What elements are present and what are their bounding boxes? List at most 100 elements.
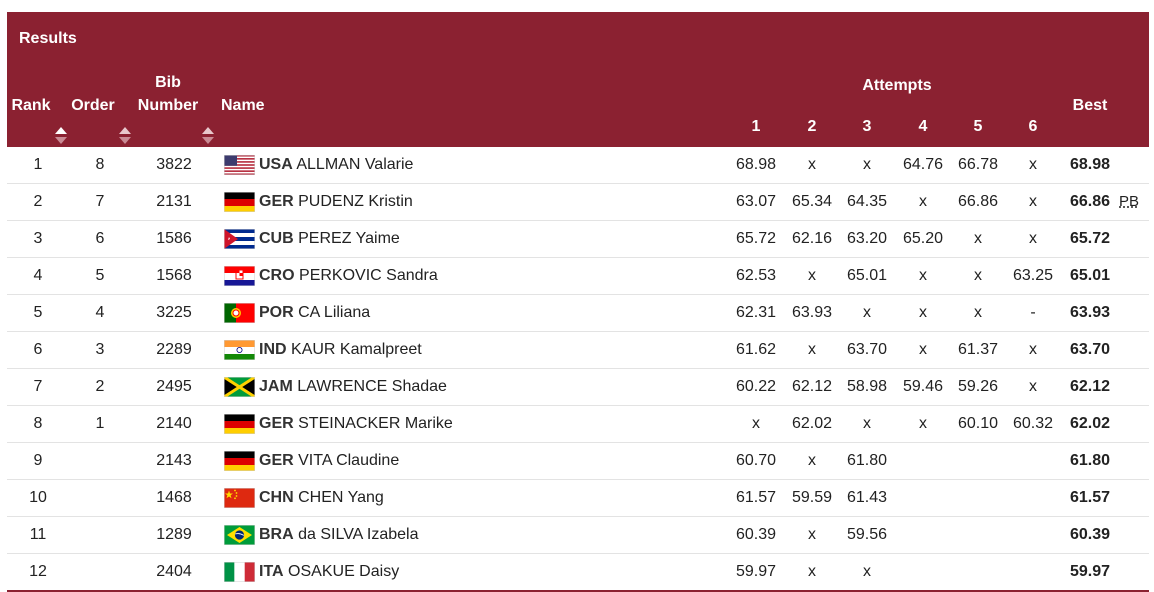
best-mark-cell: 65.01 [1069,267,1111,284]
chn-flag-icon [224,488,255,508]
best-mark-cell: 65.72 [1069,230,1111,247]
athlete-name[interactable]: IND KAUR Kamalpreet [259,332,422,368]
table-row[interactable]: 12 2404 ITA OSAKUE Daisy 59.97 x x 59.97 [7,554,1149,592]
table-row[interactable]: 2 7 2131 GER PUDENZ Kristin 63.07 65.34 64.35 x… [7,184,1149,221]
table-row[interactable]: 10 1468 CHN CHEN Yang 61.57 59.59 61.43 61.57 [7,480,1149,517]
athlete-name[interactable]: GER PUDENZ Kristin [259,184,413,220]
attempt-1-cell: 60.39 [735,526,777,543]
rank-column-header[interactable]: Rank [11,97,51,114]
attempt-2-cell: x [808,341,816,358]
rank-cell: 12 [29,563,47,580]
bib-sort-icon[interactable] [202,127,214,145]
athlete-name[interactable]: GER STEINACKER Marike [259,406,453,442]
bib-column-header-line1[interactable]: Bib [155,74,181,91]
attempt-6-cell [1008,443,1058,479]
attempt-4-cell: 64.76 [902,156,944,173]
table-row[interactable]: 7 2 2495 JAM LAWRENCE Shadae 60.22 62.12 58.98… [7,369,1149,406]
attempt-1-cell: 61.57 [735,489,777,506]
attempt-2-cell: x [808,267,816,284]
attempt-2-cell: x [808,452,816,469]
attempt-1-cell: 68.98 [735,156,777,173]
attempt-6-cell: 60.32 [1012,415,1054,432]
order-cell: 6 [95,230,105,247]
attempt-4-cell: x [919,341,927,358]
attempt-3-cell: 59.56 [846,526,888,543]
athlete-name[interactable]: GER VITA Claudine [259,443,399,479]
order-cell: 2 [95,378,105,395]
rank-cell: 10 [29,489,47,506]
attempt-5-cell [953,517,1003,553]
athlete-name-text: PERKOVIC Sandra [299,267,438,284]
attempt-2-cell: 59.59 [791,489,833,506]
attempt-6-cell: x [1029,193,1037,210]
bib-number-cell: 2140 [156,415,192,432]
bib-number-cell: 3225 [156,304,192,321]
athlete-name[interactable]: CUB PEREZ Yaime [259,221,400,257]
attempt-2-cell: 62.16 [791,230,833,247]
athlete-name[interactable]: POR CA Liliana [259,295,370,331]
table-row[interactable]: 6 3 2289 IND KAUR Kamalpreet 61.62 x 63.70 x 61.… [7,332,1149,369]
table-row[interactable]: 5 4 3225 POR CA Liliana 62.31 63.93 x x x - 63.93 [7,295,1149,332]
rank-cell: 8 [33,415,43,432]
athlete-name-text: STEINACKER Marike [298,415,453,432]
table-row[interactable]: 4 5 1568 CRO PERKOVIC Sandra 62.53 x 65.01 x x 63… [7,258,1149,295]
order-cell: 7 [95,193,105,210]
athlete-name[interactable]: CRO PERKOVIC Sandra [259,258,438,294]
ind-flag-icon [224,340,255,360]
cub-flag-icon [224,229,255,249]
attempt-1-cell: 61.62 [735,341,777,358]
best-mark-cell: 59.97 [1069,563,1111,580]
order-column-header[interactable]: Order [71,97,115,114]
athlete-name[interactable]: JAM LAWRENCE Shadae [259,369,447,405]
order-cell: 4 [95,304,105,321]
attempt-1-cell: x [752,415,760,432]
rank-sort-icon[interactable] [55,127,67,145]
country-code: POR [259,304,294,321]
results-header: Results Rank Order Bib Number Name Attem… [7,12,1149,147]
bib-column-header-line2[interactable]: Number [137,97,199,114]
table-row[interactable]: 1 8 3822 USA ALLMAN Valarie 68.98 x x 64.76 66.7… [7,147,1149,184]
attempt-3-cell: 65.01 [846,267,888,284]
attempt-4-cell [898,517,948,553]
attempt-6-cell: 63.25 [1012,267,1054,284]
results-title: Results [19,30,77,47]
athlete-name-text: da SILVA Izabela [298,526,419,543]
country-code: JAM [259,378,293,395]
table-row[interactable]: 11 1289 BRA da SILVA Izabela 60.39 x 59.56 60.… [7,517,1149,554]
athlete-name[interactable]: BRA da SILVA Izabela [259,517,419,553]
country-code: USA [259,156,293,173]
country-code: CRO [259,267,295,284]
attempt-1-cell: 65.72 [735,230,777,247]
attempt-2-column-header: 2 [807,118,817,135]
attempt-5-cell: 59.26 [957,378,999,395]
country-code: BRA [259,526,294,543]
best-mark-cell: 61.57 [1069,489,1111,506]
athlete-name-text: ALLMAN Valarie [296,156,414,173]
por-flag-icon [224,303,255,323]
rank-cell: 3 [33,230,43,247]
attempt-3-cell: x [863,156,871,173]
athlete-name[interactable]: CHN CHEN Yang [259,480,384,516]
country-code: GER [259,193,294,210]
bib-number-cell: 2143 [156,452,192,469]
athlete-name-text: OSAKUE Daisy [288,563,400,580]
athlete-name[interactable]: ITA OSAKUE Daisy [259,554,399,590]
attempt-1-cell: 60.22 [735,378,777,395]
record-note[interactable]: PB [1119,193,1140,210]
attempt-5-cell [953,554,1003,590]
attempt-4-column-header: 4 [918,118,928,135]
attempt-6-cell: x [1029,156,1037,173]
bib-number-cell: 1586 [156,230,192,247]
attempt-3-cell: 64.35 [846,193,888,210]
table-row[interactable]: 8 1 2140 GER STEINACKER Marike x 62.02 x x 60.10… [7,406,1149,443]
athlete-name[interactable]: USA ALLMAN Valarie [259,147,413,183]
table-row[interactable]: 3 6 1586 CUB PEREZ Yaime 65.72 62.16 63.20 65.2… [7,221,1149,258]
bra-flag-icon [224,525,255,545]
name-column-header: Name [221,97,265,114]
bib-number-cell: 1289 [156,526,192,543]
best-mark-cell: 62.12 [1069,378,1111,395]
best-mark-cell: 62.02 [1069,415,1111,432]
attempt-6-cell [1008,517,1058,553]
table-row[interactable]: 9 2143 GER VITA Claudine 60.70 x 61.80 61.80 [7,443,1149,480]
order-sort-icon[interactable] [119,127,131,145]
